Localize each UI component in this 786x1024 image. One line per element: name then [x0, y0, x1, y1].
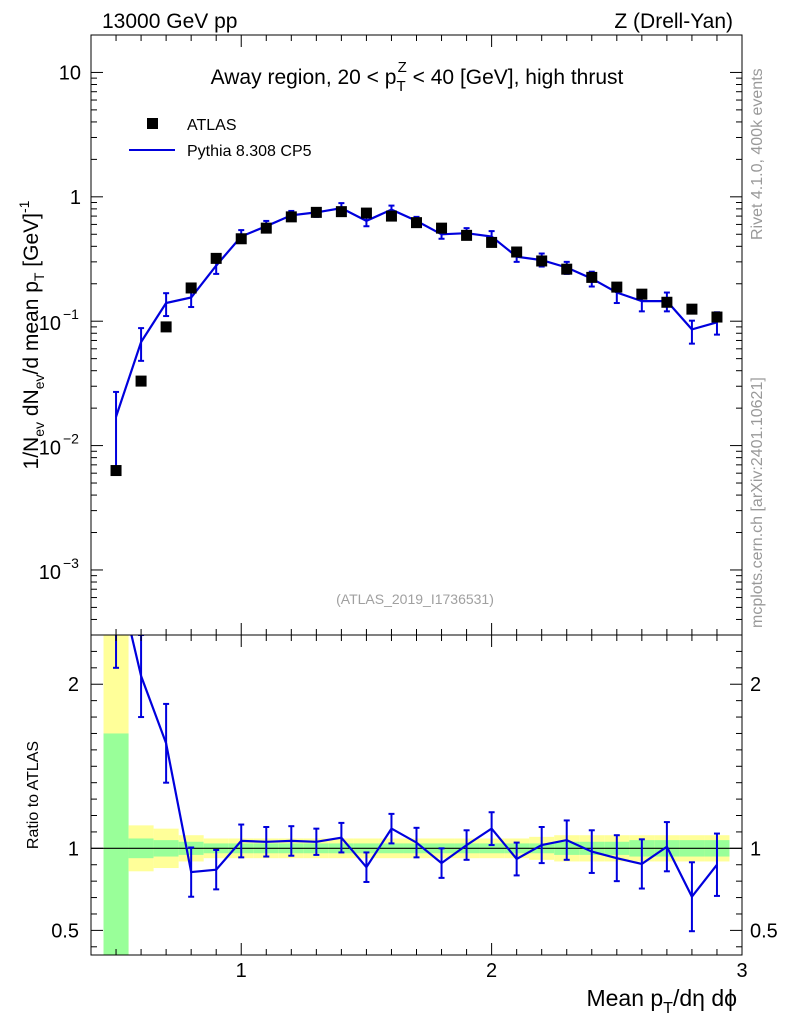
- legend-atlas-marker: [147, 118, 158, 129]
- ratio-y-tick-label: 2: [68, 674, 79, 696]
- main-data-layer: [110, 202, 723, 477]
- atlas-data-point: [110, 465, 122, 477]
- atlas-data-point: [586, 271, 598, 283]
- mc-curve: [114, 207, 718, 418]
- y-tick-label: 10: [39, 438, 61, 460]
- atlas-data-point: [210, 252, 222, 264]
- atlas-data-point: [561, 263, 573, 275]
- y-tick-exponent: −3: [63, 555, 79, 571]
- atlas-data-point: [235, 233, 247, 245]
- x-tick-label: 1: [236, 960, 247, 982]
- atlas-data-point: [360, 207, 372, 219]
- header-left: 13000 GeV pp: [102, 10, 237, 33]
- ratio-y-tick-label-right: 2: [750, 674, 761, 696]
- mcplots-label: mcplots.cern.ch [arXiv:2401.10621]: [749, 377, 766, 628]
- ratio-uncertainty-bands: [103, 635, 730, 955]
- ratio-plot-frame: [90, 634, 743, 956]
- atlas-data-point: [461, 229, 473, 241]
- ratio-y-tick-label-right: 1: [750, 838, 761, 860]
- ratio-y-tick-label: 1: [68, 838, 79, 860]
- atlas-data-point: [511, 246, 523, 258]
- legend-atlas-label: ATLAS: [187, 117, 237, 134]
- atlas-data-point: [285, 211, 297, 223]
- atlas-data-point: [711, 311, 723, 323]
- ratio-plot-panel: 0.5 0.5 1 1 2 2 1 2 3 Ratio to ATLAS Mean pT/dη …: [25, 634, 778, 1017]
- atlas-data-point: [436, 222, 448, 234]
- y-tick-label: 10: [59, 62, 81, 84]
- x-axis-label: Mean pT/dη dϕ: [586, 985, 737, 1017]
- x-tick-label: 2: [486, 960, 497, 982]
- main-plot-panel: Away region, 20 < pTZ < 40 [GeV], high t…: [16, 34, 743, 636]
- atlas-data-point: [160, 321, 172, 333]
- ratio-y-tick-label: 0.5: [51, 920, 79, 942]
- atlas-data-point: [310, 206, 322, 218]
- ratio-data-layer: [91, 635, 742, 933]
- header-right: Z (Drell-Yan): [614, 10, 733, 33]
- y-tick-label: 10: [39, 313, 61, 335]
- y-tick-exponent: −1: [63, 306, 79, 322]
- rivet-label: Rivet 4.1.0, 400k events: [749, 68, 766, 240]
- ratio-y-tick-label-right: 0.5: [750, 920, 778, 942]
- main-y-axis-label: 1/Nev dNev/d mean pT [GeV]-1: [16, 200, 47, 469]
- analysis-watermark: (ATLAS_2019_I1736531): [336, 591, 494, 607]
- atlas-data-point: [260, 222, 272, 234]
- y-tick-label: 10: [39, 562, 61, 584]
- band-inner-bin: [103, 733, 129, 955]
- atlas-data-point: [486, 236, 498, 248]
- atlas-data-point: [686, 303, 698, 315]
- y-tick-label: 1: [70, 187, 81, 209]
- legend-pythia-label: Pythia 8.308 CP5: [187, 143, 312, 160]
- ratio-y-axis-label: Ratio to ATLAS: [25, 741, 42, 849]
- atlas-data-point: [636, 288, 648, 300]
- ratio-axis-ticks: 0.5 0.5 1 1 2 2 1 2 3: [51, 634, 778, 982]
- legend: ATLAS Pythia 8.308 CP5: [129, 117, 312, 160]
- atlas-data-point: [385, 210, 397, 222]
- main-plot-title: Away region, 20 < pTZ < 40 [GeV], high t…: [211, 59, 624, 95]
- atlas-data-point: [611, 281, 623, 293]
- atlas-data-point: [411, 217, 422, 229]
- y-tick-exponent: −2: [63, 431, 79, 447]
- atlas-data-point: [185, 282, 197, 294]
- atlas-data-point: [135, 375, 147, 387]
- atlas-data-point: [661, 296, 673, 308]
- atlas-data-point: [536, 255, 548, 267]
- x-tick-label: 3: [736, 960, 747, 982]
- atlas-data-point: [335, 206, 347, 218]
